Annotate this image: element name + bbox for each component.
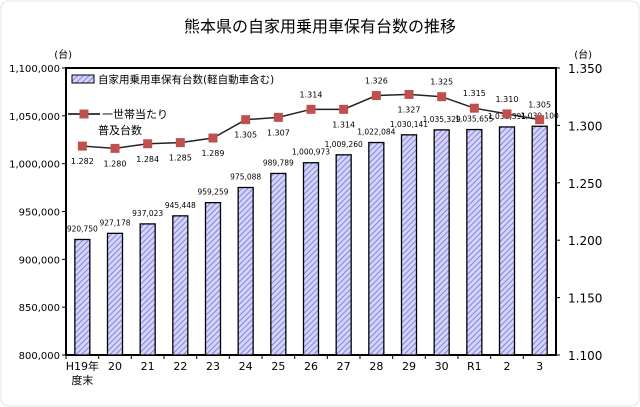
bar [270,172,287,356]
x-tick-label: 29 [402,360,416,373]
line-label: 1.289 [202,149,225,158]
line-label: 1.314 [300,90,323,99]
bar [531,125,548,356]
bar-label: 975,088 [230,172,261,181]
bar-label: 937,023 [132,209,163,218]
bar-label: 1,022,084 [357,128,395,137]
bar [204,201,222,356]
line-marker [306,104,316,114]
bar [74,238,91,356]
x-tick-label: 30 [435,360,449,373]
x-tick-label: 27 [337,360,351,373]
line-marker [175,138,185,148]
right-tick-label: 1.100 [568,349,602,363]
line-marker [371,91,381,101]
bar-label: 1,035,655 [455,115,493,124]
bar-label: 1,030,141 [390,120,428,129]
right-tick-label: 1.150 [568,292,602,306]
line-marker [77,141,87,151]
bar [302,162,320,356]
right-tick-label: 1.200 [568,234,602,248]
line-label: 1.315 [463,89,486,98]
bar-label: 989,789 [263,158,294,167]
left-tick-label: 900,000 [19,255,60,266]
line-label: 1.307 [267,128,290,137]
bar [433,129,450,356]
x-tick-label: 度末 [71,373,93,387]
left-tick-label: 1,100,000 [9,64,60,75]
line-label: 1.285 [169,154,192,163]
bar [139,223,156,356]
x-tick-label: 2 [504,360,511,373]
bar [368,141,385,356]
bar-label: 927,178 [99,218,130,227]
right-axis-unit: (台) [574,48,592,61]
bar [335,154,352,356]
line-label: 1.305 [234,131,257,140]
bar [400,134,418,356]
x-tick-label: 3 [536,360,543,373]
bar-label: 1,009,260 [325,140,363,149]
legend-line-label: 普及台数 [98,123,142,137]
left-tick-label: 950,000 [19,208,60,219]
line-marker [143,139,153,149]
line-marker [273,112,283,122]
x-tick-label: 23 [206,360,220,373]
line-label: 1.327 [398,105,421,114]
line-marker [110,143,120,153]
line-label: 1.280 [104,159,127,168]
right-tick-label: 1.300 [568,119,602,133]
right-tick-label: 1.350 [568,62,602,76]
line-label: 1.284 [136,155,159,164]
legend-bar-label: 自家用乗用車保有台数(軽自動車含む) [98,73,274,86]
x-tick-label: 25 [271,360,285,373]
right-tick-label: 1.250 [568,177,602,191]
x-tick-label: H19年 [66,359,99,373]
line-label: 1.282 [71,157,94,166]
x-tick-label: 21 [141,360,155,373]
line-marker [502,109,512,119]
line-label: 1.325 [430,78,453,87]
line-marker [469,103,479,113]
left-tick-label: 1,050,000 [9,112,60,123]
left-axis-unit: (台) [54,48,72,61]
line-label: 1.326 [365,77,388,86]
bar [466,128,483,356]
legend-line-label: 一世帯当たり [102,107,168,121]
left-tick-label: 1,000,000 [9,160,60,171]
x-tick-label: 24 [239,360,253,373]
bar [498,126,516,356]
line-label: 1.314 [332,120,355,129]
line-marker [241,115,251,125]
bar-label: 920,750 [67,224,98,233]
line-marker [437,92,447,102]
bar-label: 945,448 [165,201,196,210]
x-tick-label: 20 [108,360,122,373]
bar-label: 959,259 [197,188,228,197]
left-tick-label: 800,000 [19,351,60,362]
line-label: 1.310 [496,95,519,104]
bar-label: 1,035,329 [423,115,461,124]
line-label: 1.305 [528,101,551,110]
bar-label: 1,000,973 [292,148,330,157]
line-marker [535,115,545,125]
legend-bar-swatch [71,74,95,84]
bar [237,186,254,356]
x-tick-label: R1 [467,360,482,373]
chart-title: 熊本県の自家用乗用車保有台数の推移 [184,17,456,36]
bar [106,232,124,356]
bar [172,215,189,356]
line-marker [339,104,349,114]
x-tick-label: 22 [173,360,187,373]
line-marker [208,133,218,143]
x-tick-label: 26 [304,360,318,373]
x-tick-label: 28 [369,360,383,373]
left-tick-label: 850,000 [19,303,60,314]
legend-line-marker [79,109,89,119]
line-marker [404,89,414,99]
